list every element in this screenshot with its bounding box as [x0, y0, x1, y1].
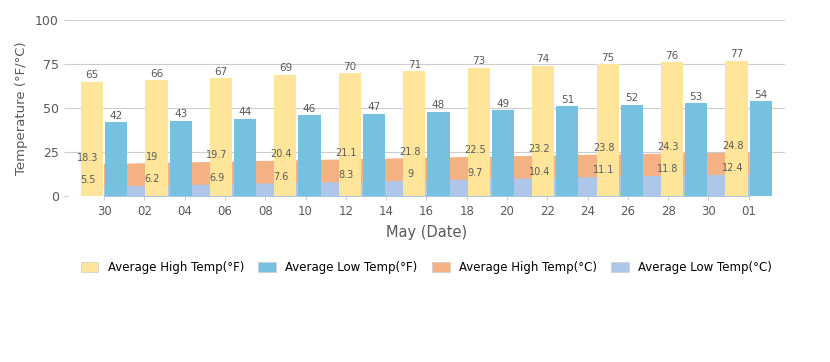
Text: 49: 49 [496, 98, 510, 109]
Text: 46: 46 [303, 104, 316, 114]
Bar [299, 115, 320, 197]
Y-axis label: Temperature (°F/°C): Temperature (°F/°C) [15, 41, 28, 175]
Bar [427, 112, 450, 197]
Text: 51: 51 [561, 95, 574, 105]
Text: 23.2: 23.2 [529, 144, 550, 154]
Bar [339, 73, 361, 197]
Text: 71: 71 [408, 60, 421, 70]
Text: 5.5: 5.5 [81, 175, 95, 185]
Text: 21.8: 21.8 [399, 147, 421, 157]
Text: 19.7: 19.7 [206, 150, 227, 160]
Text: 66: 66 [150, 68, 164, 79]
Bar [492, 110, 514, 197]
Text: 42: 42 [110, 111, 123, 121]
Text: 67: 67 [214, 67, 227, 77]
Bar [621, 105, 643, 197]
Bar [597, 64, 618, 197]
Text: 9: 9 [408, 169, 413, 179]
Bar [105, 122, 127, 197]
Text: 6.9: 6.9 [209, 173, 225, 183]
Legend: Average High Temp(°F), Average Low Temp(°F), Average High Temp(°C), Average Low : Average High Temp(°F), Average Low Temp(… [75, 255, 778, 280]
Text: 69: 69 [279, 63, 292, 73]
Text: 11.8: 11.8 [657, 164, 679, 174]
Text: 6.2: 6.2 [144, 174, 160, 184]
Bar [145, 80, 168, 197]
Bar [749, 101, 772, 197]
Text: 24.3: 24.3 [657, 142, 679, 152]
Text: 75: 75 [601, 53, 614, 63]
Text: 19: 19 [146, 152, 159, 161]
Bar [403, 71, 425, 197]
Text: 24.8: 24.8 [722, 141, 744, 151]
Bar [556, 106, 579, 197]
Text: 43: 43 [174, 109, 188, 119]
Bar [274, 75, 296, 197]
Bar [467, 68, 490, 197]
Text: 53: 53 [690, 92, 703, 101]
Text: 47: 47 [368, 102, 381, 112]
Text: 21.1: 21.1 [335, 148, 357, 158]
Text: 20.4: 20.4 [271, 149, 292, 159]
Text: 22.5: 22.5 [464, 146, 486, 155]
Text: 9.7: 9.7 [467, 168, 482, 178]
Bar [661, 62, 683, 197]
Text: 44: 44 [238, 108, 251, 117]
Text: 10.4: 10.4 [529, 167, 549, 177]
Bar [234, 119, 256, 197]
Bar [210, 78, 232, 197]
Text: 52: 52 [625, 93, 638, 103]
Text: 76: 76 [666, 51, 679, 61]
Bar [532, 66, 554, 197]
Text: 11.1: 11.1 [593, 165, 614, 176]
Text: 54: 54 [754, 90, 768, 100]
Bar [169, 121, 192, 197]
Text: 74: 74 [536, 54, 549, 64]
Bar [686, 103, 707, 197]
Text: 65: 65 [85, 70, 99, 80]
Text: 73: 73 [472, 56, 486, 66]
X-axis label: May (Date): May (Date) [386, 226, 467, 240]
Text: 12.4: 12.4 [722, 163, 744, 173]
Text: 8.3: 8.3 [338, 171, 354, 180]
Bar [363, 114, 385, 197]
Text: 70: 70 [344, 62, 356, 72]
Text: 23.8: 23.8 [593, 143, 614, 153]
Text: 77: 77 [730, 49, 743, 59]
Text: 7.6: 7.6 [274, 172, 289, 182]
Text: 18.3: 18.3 [77, 153, 99, 163]
Bar [725, 60, 748, 197]
Bar [81, 82, 103, 197]
Text: 48: 48 [432, 100, 445, 110]
